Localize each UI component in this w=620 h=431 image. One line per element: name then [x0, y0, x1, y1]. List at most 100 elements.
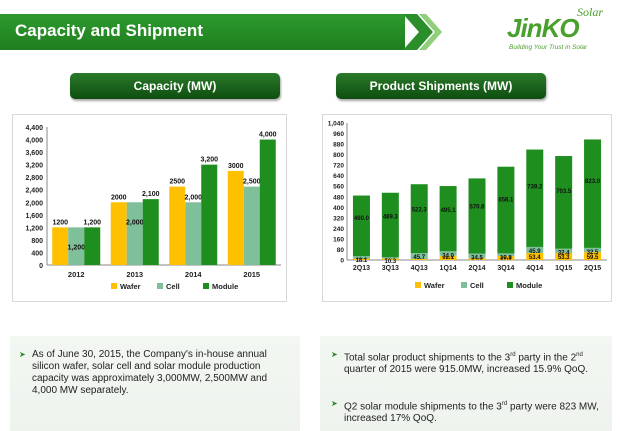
data-label-module: 739.2	[527, 184, 543, 190]
y-tick-label: 400	[31, 250, 43, 257]
bar-wafer-2013	[110, 202, 127, 265]
legend-label-module: Module	[516, 281, 542, 290]
bar-wafer-2015	[227, 170, 244, 265]
bullet-arrow-icon: ➤	[331, 399, 338, 408]
bar-cell-4q13	[410, 253, 428, 260]
bar-cell-1q15	[555, 248, 573, 253]
legend-label-cell: Cell	[166, 282, 180, 291]
data-label-cell: 45.9	[529, 249, 541, 255]
capacity-pill: Capacity (MW)	[70, 73, 280, 99]
y-tick-label: 160	[333, 236, 344, 243]
y-tick-label: 320	[333, 215, 344, 222]
y-tick-label: 240	[333, 226, 344, 233]
bar-wafer-2014	[169, 186, 186, 265]
data-label-cell: 10.3	[384, 259, 396, 265]
y-tick-label: 800	[333, 152, 344, 159]
y-tick-label: 800	[31, 238, 43, 245]
data-label-module: 2,100	[142, 191, 160, 198]
logo-brand: JinKO	[507, 13, 580, 43]
bar-wafer-2q13	[352, 258, 370, 260]
logo-solar: Solar	[577, 5, 604, 19]
data-label-cell: 2,000	[126, 219, 144, 226]
data-label-wafer: 53.3	[558, 255, 570, 261]
y-tick-label: 1,040	[328, 121, 345, 128]
y-tick-label: 2,800	[25, 175, 43, 182]
y-tick-label: 2,000	[25, 200, 43, 207]
y-tick-label: 4,000	[25, 138, 43, 145]
capacity-note: ➤ As of June 30, 2015, the Company's in-…	[19, 349, 294, 397]
y-tick-label: 560	[333, 184, 344, 191]
bar-cell-2013	[126, 202, 143, 265]
y-tick-label: 640	[333, 173, 344, 180]
y-tick-label: 0	[39, 263, 43, 270]
data-label-wafer: 2500	[169, 179, 185, 186]
bar-cell-2015	[243, 186, 260, 265]
data-label-cell: 32.4	[558, 251, 570, 257]
bar-module-2q15	[584, 139, 602, 248]
data-label-module: 4,000	[259, 132, 277, 139]
data-label-module: 489.3	[383, 215, 399, 221]
capacity-chart-panel: 0 400 800 1,200 1,600 2,000 2,400 2,800 3,200 3,6…	[12, 114, 287, 302]
x-tick-label: 2012	[68, 270, 85, 279]
x-tick-label: 3Q14	[497, 265, 514, 272]
legend-swatch-wafer	[111, 283, 117, 289]
capacity-chart: 0 400 800 1,200 1,600 2,000 2,400 2,800 3,200 3,6…	[25, 125, 281, 291]
bar-module-1q14	[439, 186, 457, 252]
x-tick-label: 2014	[185, 270, 203, 279]
bar-wafer-3q14	[497, 256, 515, 260]
legend-swatch-cell	[157, 283, 163, 289]
data-label-module: 823.0	[585, 179, 601, 185]
logo-slogan: Building Your Trust in Solar	[509, 44, 588, 51]
bar-wafer-1q14	[439, 255, 457, 260]
y-tick-label: 480	[333, 194, 344, 201]
y-tick-label: 3,600	[25, 150, 43, 157]
data-label-cell: 34.0	[442, 253, 454, 259]
x-tick-label: 1Q14	[440, 265, 457, 272]
bar-wafer-4q13	[410, 259, 428, 260]
shipments-chart: 0 80 160 240 320 400 480 560 640 720 800 880 960 1,04…	[328, 121, 607, 290]
title-chevron-icon	[403, 14, 442, 50]
note1-sup-1: rd	[510, 352, 516, 358]
shipments-pill: Product Shipments (MW)	[336, 73, 546, 99]
data-label-module: 495.1	[441, 208, 457, 214]
note2-sup: rd	[501, 401, 508, 407]
data-label-wafer: 59.5	[587, 255, 599, 261]
bar-cell-2q13	[352, 256, 370, 259]
data-label-wafer: 3000	[228, 163, 244, 170]
bar-module-2015	[259, 139, 276, 265]
y-tick-label: 0	[340, 258, 344, 265]
legend-swatch-wafer	[415, 282, 421, 288]
data-label-cell: 2,000	[184, 194, 202, 201]
y-tick-label: 3,200	[25, 163, 43, 170]
bar-module-3q13	[381, 192, 399, 258]
bar-module-2012	[84, 227, 101, 265]
bar-cell-3q14	[497, 253, 515, 257]
bar-module-2q14	[468, 178, 486, 254]
note1-part-c: quarter of 2015 were 915.0MW, increased …	[344, 364, 589, 376]
bar-module-2q13	[352, 195, 370, 257]
x-tick-label: 4Q14	[526, 265, 543, 272]
data-label-cell: 1,200	[67, 244, 85, 251]
bar-cell-4q14	[526, 246, 544, 253]
bar-wafer-4q14	[526, 252, 544, 260]
data-label-wafer: 2000	[111, 194, 127, 201]
jinko-logo: JinKO Solar Building Your Trust in Solar	[503, 5, 618, 55]
y-tick-label: 1,200	[25, 225, 43, 232]
data-label-module: 3,200	[200, 157, 218, 164]
data-label-cell: 32.5	[587, 250, 599, 256]
bar-cell-1q14	[439, 251, 457, 256]
data-label-wafer: 53.4	[529, 255, 541, 261]
x-tick-label: 2013	[126, 270, 143, 279]
y-tick-label: 1,600	[25, 213, 43, 220]
note1-part-b: party in the 2	[515, 352, 577, 364]
shipment-notes: ➤ Total solar product shipments to the 3…	[320, 336, 612, 431]
note2-part-b: party were 823 MW, increased 17% QoQ.	[344, 401, 599, 425]
x-tick-label: 4Q13	[411, 265, 428, 272]
y-tick-label: 720	[333, 163, 344, 170]
shipment-note-1: ➤ Total solar product shipments to the 3…	[331, 349, 606, 376]
bar-module-2014	[201, 164, 218, 265]
y-tick-label: 80	[337, 247, 345, 254]
data-label-module: 1,200	[83, 219, 101, 226]
note1-part-a: Total solar product shipments to the 3	[344, 352, 511, 364]
bar-cell-2014	[185, 202, 202, 265]
